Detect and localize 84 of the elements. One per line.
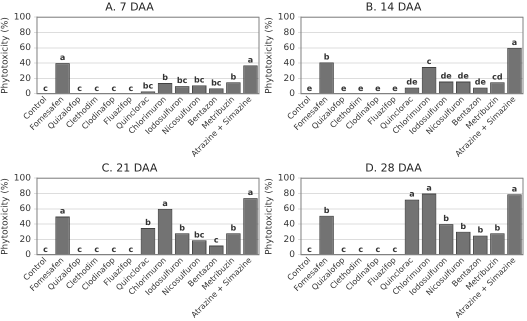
data-label: e xyxy=(340,84,347,93)
y-tick-label: 0 xyxy=(289,250,296,260)
data-label: de xyxy=(440,72,452,81)
data-label: c xyxy=(307,244,312,254)
data-label: c xyxy=(94,84,100,93)
data-label: a xyxy=(248,56,254,64)
data-label: de xyxy=(458,72,470,81)
data-label: e xyxy=(306,84,313,93)
data-label: bc xyxy=(194,75,205,84)
data-label: c xyxy=(358,244,364,254)
data-label: b xyxy=(324,206,330,215)
data-label: a xyxy=(512,38,518,47)
y-axis-title: Phytotoxicity (%) xyxy=(264,17,275,94)
data-label: a xyxy=(60,53,66,62)
y-tick-label: 20 xyxy=(284,234,296,245)
chart-title: C. 21 DAA xyxy=(102,161,158,174)
y-tick-label: 20 xyxy=(20,74,32,84)
data-label: c xyxy=(426,57,432,66)
y-tick-label: 60 xyxy=(284,204,296,214)
data-label: b xyxy=(179,223,186,232)
y-axis-title: Phytotoxicity (%) xyxy=(0,17,11,94)
data-label: a xyxy=(426,184,432,193)
data-label: de xyxy=(406,78,418,87)
y-tick-label: 0 xyxy=(25,89,32,100)
y-tick-label: 80 xyxy=(284,188,296,199)
data-label: a xyxy=(409,190,415,199)
data-label: b xyxy=(145,218,152,228)
data-label: a xyxy=(162,198,168,208)
chart-title: A. 7 DAA xyxy=(105,0,154,14)
data-label: b xyxy=(230,223,237,232)
data-label: b xyxy=(230,72,237,82)
y-tick-label: 80 xyxy=(284,28,296,38)
data-label: c xyxy=(111,244,116,254)
data-label: b xyxy=(324,52,330,62)
data-label: b xyxy=(443,214,450,224)
y-tick-label: 40 xyxy=(20,219,32,230)
data-label: b xyxy=(162,73,168,82)
y-tick-label: 100 xyxy=(14,174,32,184)
y-tick-label: 40 xyxy=(20,58,32,68)
data-label: b xyxy=(477,226,484,235)
data-label: c xyxy=(111,84,116,93)
y-tick-label: 20 xyxy=(284,74,296,84)
data-label: c xyxy=(341,244,346,254)
data-label: c xyxy=(375,244,380,254)
data-label: de xyxy=(474,78,486,87)
data-label: a xyxy=(60,206,66,216)
data-label: c xyxy=(77,84,82,93)
y-tick-label: 100 xyxy=(278,12,296,23)
y-tick-label: 60 xyxy=(20,43,32,54)
data-label: bc xyxy=(142,82,154,91)
data-label: bc xyxy=(211,78,222,88)
data-label: a xyxy=(248,188,254,198)
y-axis-title: Phytotoxicity (%) xyxy=(264,178,275,255)
y-tick-label: 0 xyxy=(289,89,296,100)
data-label: c xyxy=(128,244,134,254)
y-tick-label: 40 xyxy=(284,58,296,68)
y-tick-label: 20 xyxy=(20,234,32,245)
data-label: e xyxy=(358,84,364,93)
data-label: c xyxy=(77,244,82,254)
y-tick-label: 100 xyxy=(14,12,32,23)
chart-title: D. 28 DAA xyxy=(365,161,422,174)
y-tick-label: 60 xyxy=(20,204,32,214)
data-label: c xyxy=(43,244,48,254)
y-tick-label: 80 xyxy=(20,28,32,38)
data-label: e xyxy=(392,84,398,93)
data-label: a xyxy=(512,184,518,194)
data-label: b xyxy=(460,222,466,231)
chart-title: B. 14 DAA xyxy=(366,0,422,14)
y-tick-label: 80 xyxy=(20,188,32,199)
data-label: b xyxy=(494,223,501,232)
y-tick-label: 0 xyxy=(25,250,32,260)
y-tick-label: 100 xyxy=(278,174,296,184)
data-label: bc xyxy=(194,230,205,240)
data-label: e xyxy=(375,84,382,93)
y-tick-label: 60 xyxy=(284,43,296,54)
data-label: c xyxy=(128,84,134,93)
y-axis-title: Phytotoxicity (%) xyxy=(0,178,11,255)
data-label: c xyxy=(214,236,219,245)
data-label: cd xyxy=(492,72,503,82)
data-label: c xyxy=(392,244,398,254)
y-tick-label: 40 xyxy=(284,219,296,230)
data-label: c xyxy=(43,84,48,93)
data-label: c xyxy=(94,244,100,254)
data-label: bc xyxy=(176,76,188,86)
